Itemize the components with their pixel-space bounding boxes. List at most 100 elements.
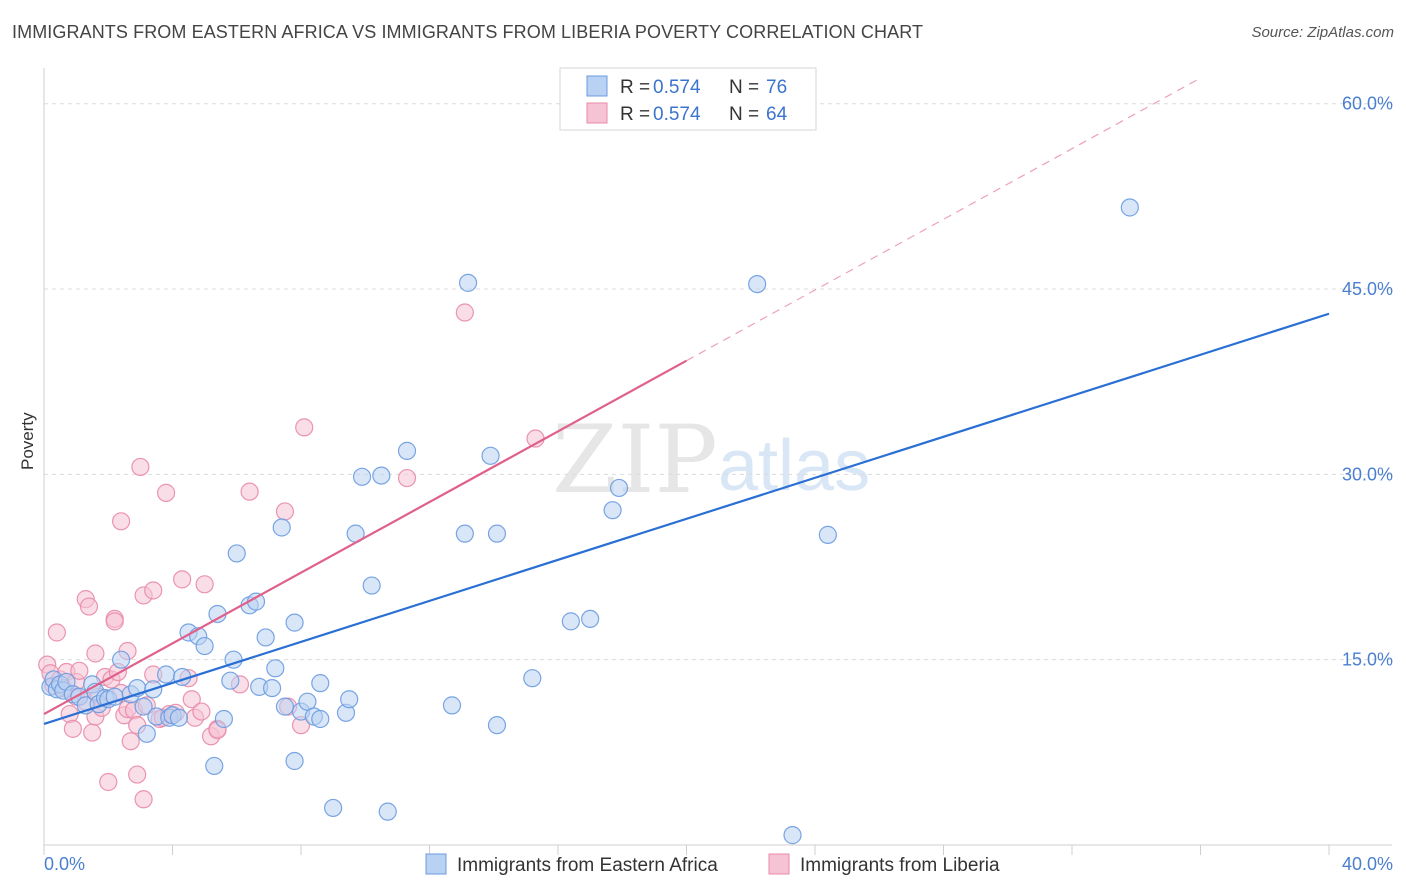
point-liberia	[144, 581, 163, 600]
point-liberia	[182, 690, 201, 709]
watermark-zip: ZIP	[552, 406, 718, 515]
x-ticks	[43, 845, 1330, 855]
point-eastern-africa	[266, 659, 285, 678]
point-eastern-africa	[458, 273, 478, 292]
point-eastern-africa	[324, 798, 343, 818]
bottom-legend-label-liberia: Immigrants from Liberia	[800, 855, 1000, 876]
point-eastern-africa	[272, 518, 291, 537]
y-tick-labels: 15.0% 30.0% 45.0% 60.0%	[1342, 94, 1393, 670]
point-eastern-africa	[285, 613, 304, 632]
data-points	[38, 198, 1139, 845]
point-eastern-africa	[818, 525, 837, 544]
legend: R = 0.574 N = 76 R = 0.574 N = 64	[559, 67, 817, 131]
point-eastern-africa	[156, 665, 176, 684]
point-eastern-africa	[455, 524, 474, 543]
point-liberia	[173, 570, 192, 589]
legend-n-label-1: N =	[729, 77, 759, 98]
point-liberia	[195, 575, 214, 594]
chart-title: IMMIGRANTS FROM EASTERN AFRICA VS IMMIGR…	[12, 22, 924, 42]
point-liberia	[455, 303, 474, 322]
point-eastern-africa	[137, 724, 156, 743]
point-eastern-africa	[487, 716, 507, 735]
x-tick-label-min: 0.0%	[44, 854, 85, 874]
grid-lines	[44, 103, 1392, 661]
point-liberia	[128, 765, 147, 784]
point-eastern-africa	[311, 674, 330, 693]
point-liberia	[111, 512, 131, 531]
trend-line-liberia	[43, 359, 688, 716]
point-eastern-africa	[169, 708, 189, 727]
point-liberia	[99, 772, 118, 792]
point-eastern-africa	[378, 802, 397, 821]
point-eastern-africa	[481, 446, 500, 465]
point-liberia	[63, 719, 83, 738]
point-eastern-africa	[340, 690, 359, 709]
point-eastern-africa	[748, 274, 767, 294]
point-liberia	[295, 418, 314, 437]
bottom-legend: Immigrants from Eastern Africa Immigrant…	[425, 853, 1000, 876]
point-liberia	[240, 482, 259, 501]
point-liberia	[105, 612, 124, 631]
trend-lines	[43, 78, 1330, 725]
point-liberia	[131, 457, 150, 477]
point-eastern-africa	[221, 671, 240, 690]
point-liberia	[86, 644, 105, 663]
point-eastern-africa	[205, 756, 224, 776]
point-liberia	[121, 732, 140, 751]
bottom-legend-label-eastern-africa: Immigrants from Eastern Africa	[457, 855, 718, 876]
point-liberia	[397, 468, 417, 488]
point-eastern-africa	[195, 636, 214, 656]
point-eastern-africa	[783, 826, 802, 845]
point-liberia	[83, 723, 102, 742]
point-eastern-africa	[397, 441, 417, 460]
y-tick-label: 45.0%	[1342, 279, 1393, 299]
point-liberia	[47, 623, 66, 642]
point-eastern-africa	[372, 466, 391, 485]
point-liberia	[275, 502, 295, 521]
legend-r-label-1: R =	[620, 77, 650, 98]
legend-swatch-eastern-africa	[586, 75, 608, 97]
trend-line-eastern-africa	[43, 312, 1330, 725]
point-eastern-africa	[1120, 198, 1139, 217]
point-eastern-africa	[362, 576, 381, 595]
point-eastern-africa	[603, 501, 622, 520]
legend-n-label-2: N =	[729, 104, 759, 125]
point-eastern-africa	[262, 678, 282, 698]
legend-swatch-liberia	[586, 102, 608, 124]
point-eastern-africa	[352, 467, 372, 486]
bottom-legend-swatch-liberia	[768, 853, 790, 875]
point-eastern-africa	[523, 669, 542, 688]
source-credit: Source: ZipAtlas.com	[1251, 24, 1394, 41]
point-eastern-africa	[111, 650, 131, 669]
point-eastern-africa	[561, 612, 580, 631]
point-eastern-africa	[442, 696, 462, 715]
point-liberia	[79, 597, 99, 616]
point-eastern-africa	[227, 544, 246, 563]
point-eastern-africa	[275, 697, 295, 716]
legend-r-value-2: 0.574	[653, 104, 701, 125]
bottom-legend-swatch-eastern-africa	[425, 853, 447, 875]
point-liberia	[192, 702, 211, 721]
point-liberia	[70, 661, 89, 680]
point-eastern-africa	[609, 478, 629, 498]
point-liberia	[134, 790, 153, 809]
point-eastern-africa	[134, 697, 153, 716]
point-eastern-africa	[311, 709, 330, 729]
point-eastern-africa	[208, 604, 227, 624]
point-eastern-africa	[256, 628, 275, 647]
point-eastern-africa	[487, 524, 507, 543]
legend-r-label-2: R =	[620, 104, 650, 125]
point-eastern-africa	[581, 609, 600, 629]
legend-r-value-1: 0.574	[653, 77, 701, 98]
y-tick-label: 15.0%	[1342, 650, 1393, 670]
y-tick-label: 60.0%	[1342, 94, 1393, 114]
axes	[43, 68, 1392, 846]
point-eastern-africa	[214, 709, 233, 729]
legend-n-value-2: 64	[766, 104, 788, 125]
watermark-atlas: atlas	[718, 426, 870, 506]
x-tick-label-max: 40.0%	[1342, 854, 1393, 874]
legend-n-value-1: 76	[766, 77, 787, 98]
point-eastern-africa	[285, 751, 304, 771]
point-liberia	[156, 483, 176, 502]
